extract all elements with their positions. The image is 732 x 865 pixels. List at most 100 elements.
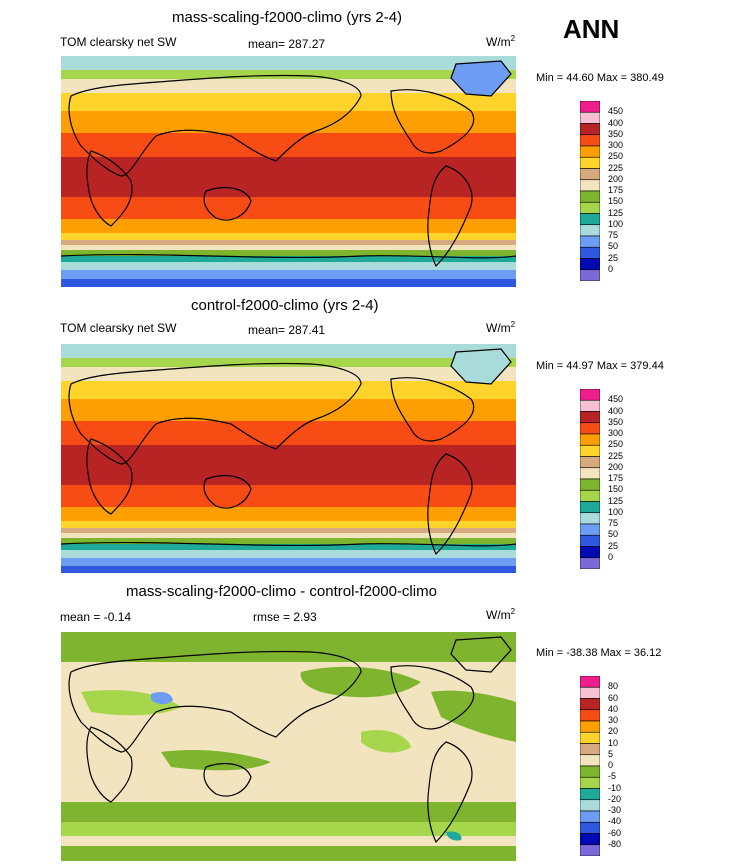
- colorbar-tick-label: 75: [608, 230, 619, 240]
- colorbar-box: [580, 833, 600, 846]
- colorbar-tick-label: 60: [608, 692, 619, 703]
- panel-2-variable-label: TOM clearsky net SW: [60, 321, 177, 335]
- panel-2-mean-label: mean= 287.41: [248, 323, 326, 337]
- colorbar-box: [580, 179, 600, 192]
- colorbar-box: [580, 258, 600, 271]
- colorbar-box: [580, 389, 600, 401]
- colorbar-box: [580, 501, 600, 514]
- colorbar-box: [580, 765, 600, 778]
- colorbar-box: [580, 190, 600, 203]
- colorbar-box: [580, 754, 600, 767]
- panel-2-minmax: Min = 44.97 Max = 379.44: [536, 360, 664, 372]
- colorbar-tick-label: 100: [608, 506, 624, 517]
- colorbar-box: [580, 156, 600, 169]
- colorbar-box: [580, 269, 600, 281]
- panel-1-minmax: Min = 44.60 Max = 380.49: [536, 72, 664, 84]
- colorbar-box: [580, 134, 600, 147]
- colorbar-box: [580, 101, 600, 113]
- colorbar-box: [580, 422, 600, 435]
- colorbar-tick-label: 75: [608, 518, 619, 528]
- colorbar-tick-label: 40: [608, 703, 619, 714]
- colorbar-tick-label: -40: [608, 816, 622, 827]
- colorbar-tick-label: 10: [608, 737, 619, 748]
- colorbar-tick-label: -30: [608, 805, 622, 815]
- colorbar-box: [580, 399, 600, 412]
- colorbar-box: [580, 731, 600, 744]
- colorbar-box: [580, 844, 600, 856]
- panel-2-units: W/m2: [486, 320, 516, 336]
- colorbar-box: [580, 821, 600, 834]
- colorbar-box: [580, 698, 600, 711]
- colorbar-box: [580, 123, 600, 136]
- colorbar-tick-label: 25: [608, 540, 619, 551]
- colorbar-tick-label: 125: [608, 495, 624, 506]
- panel-3-rmse-label: rmse = 2.93: [253, 610, 317, 624]
- colorbar-box: [580, 720, 600, 733]
- colorbar-tick-label: 50: [608, 529, 619, 540]
- colorbar-tick-label: 175: [608, 473, 624, 483]
- colorbar-tick-label: 450: [608, 394, 624, 405]
- colorbar-tick-label: 20: [608, 726, 619, 737]
- colorbar-tick-label: 5: [608, 748, 614, 759]
- colorbar-box: [580, 512, 600, 525]
- colorbar-tick-label: -5: [608, 771, 617, 782]
- coastlines: [61, 74, 516, 268]
- greenland-region: [450, 60, 512, 97]
- colorbar-tick-label: 350: [608, 416, 624, 427]
- colorbar-tick-label: 50: [608, 241, 619, 252]
- panel-1-mean-label: mean= 287.27: [248, 37, 326, 51]
- colorbar-box: [580, 743, 600, 756]
- colorbar-tick-label: 80: [608, 681, 619, 692]
- colorbar-tick-label: 400: [608, 117, 624, 128]
- colorbar-tick-label: 25: [608, 252, 619, 263]
- panel-3-colorbar: [580, 676, 600, 856]
- panel-1-map: [61, 56, 516, 287]
- colorbar-box: [580, 788, 600, 801]
- colorbar-tick-label: -60: [608, 827, 622, 838]
- colorbar-box: [580, 433, 600, 446]
- colorbar-box: [580, 168, 600, 181]
- colorbar-box: [580, 456, 600, 469]
- colorbar-box: [580, 213, 600, 226]
- diff-regions-light: [61, 690, 516, 836]
- colorbar-tick-label: 350: [608, 128, 624, 139]
- colorbar-box: [580, 467, 600, 480]
- panel-3-title: mass-scaling-f2000-climo - control-f2000…: [126, 583, 437, 600]
- band-n-polar: [61, 56, 516, 70]
- panel-1-units: W/m2: [486, 34, 516, 50]
- colorbar-box: [580, 224, 600, 237]
- colorbar-box: [580, 235, 600, 248]
- panel-3-map: [61, 632, 516, 861]
- colorbar-tick-label: 150: [608, 484, 624, 495]
- colorbar-box: [580, 686, 600, 699]
- colorbar-tick-label: 125: [608, 207, 624, 218]
- panel-3-minmax: Min = -38.38 Max = 36.12: [536, 647, 662, 659]
- colorbar-box: [580, 444, 600, 457]
- colorbar-tick-label: 400: [608, 405, 624, 416]
- coastlines: [68, 636, 512, 844]
- colorbar-tick-label: 250: [608, 439, 624, 450]
- colorbar-box: [580, 810, 600, 823]
- colorbar-tick-label: 225: [608, 450, 624, 461]
- panel-1-variable-label: TOM clearsky net SW: [60, 35, 177, 49]
- colorbar-tick-label: 30: [608, 715, 619, 725]
- colorbar-tick-label: -80: [608, 838, 622, 849]
- colorbar-tick-label: 250: [608, 151, 624, 162]
- colorbar-tick-label: 200: [608, 461, 624, 472]
- colorbar-tick-label: 225: [608, 162, 624, 173]
- panel-3-colorbar-labels: 80 60 40 30 20 10 5 0 -5 -10 -20 -30 -40 -60 -80: [608, 681, 648, 851]
- colorbar-tick-label: 175: [608, 185, 624, 195]
- colorbar-tick-label: 0: [608, 551, 614, 562]
- colorbar-box: [580, 776, 600, 789]
- season-label: ANN: [563, 14, 620, 44]
- colorbar-tick-label: 150: [608, 196, 624, 207]
- colorbar-tick-label: 300: [608, 428, 624, 438]
- panel-2-title: control-f2000-climo (yrs 2-4): [191, 297, 379, 314]
- colorbar-box: [580, 523, 600, 536]
- colorbar-tick-label: 0: [608, 263, 614, 274]
- colorbar-tick-label: 200: [608, 173, 624, 184]
- colorbar-box: [580, 546, 600, 559]
- panel-1-title: mass-scaling-f2000-climo (yrs 2-4): [172, 9, 403, 26]
- coastlines: [61, 362, 516, 556]
- panel-1-colorbar: [580, 101, 600, 281]
